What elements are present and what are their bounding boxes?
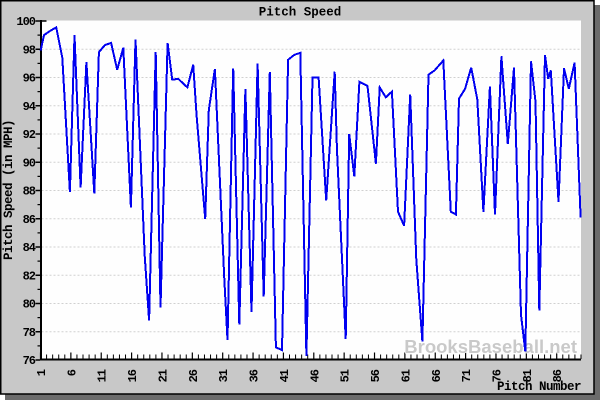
svg-text:51: 51 (339, 369, 353, 382)
svg-text:Pitch Speed (in MPH): Pitch Speed (in MPH) (2, 120, 16, 260)
svg-text:98: 98 (23, 43, 36, 57)
svg-text:78: 78 (23, 326, 36, 340)
svg-text:71: 71 (460, 369, 474, 382)
svg-text:84: 84 (23, 241, 36, 255)
svg-text:Pitch Speed: Pitch Speed (259, 6, 342, 20)
svg-text:76: 76 (23, 354, 36, 368)
svg-text:94: 94 (23, 100, 36, 114)
svg-text:26: 26 (187, 369, 201, 382)
svg-text:41: 41 (278, 369, 292, 382)
svg-text:BrooksBaseball.net: BrooksBaseball.net (404, 336, 577, 357)
svg-text:86: 86 (23, 213, 36, 227)
svg-text:81: 81 (521, 369, 535, 382)
svg-text:92: 92 (23, 128, 36, 142)
svg-text:31: 31 (217, 369, 231, 382)
svg-text:88: 88 (23, 185, 36, 199)
svg-text:90: 90 (23, 156, 36, 170)
svg-text:56: 56 (369, 369, 383, 382)
svg-text:86: 86 (551, 369, 565, 382)
svg-text:80: 80 (23, 298, 36, 312)
svg-text:61: 61 (399, 369, 413, 382)
svg-text:66: 66 (430, 369, 444, 382)
svg-text:100: 100 (16, 15, 35, 29)
svg-text:82: 82 (23, 269, 36, 283)
svg-text:6: 6 (65, 369, 79, 376)
svg-text:96: 96 (23, 72, 36, 86)
svg-text:46: 46 (308, 369, 322, 382)
svg-text:16: 16 (126, 369, 140, 382)
svg-text:11: 11 (96, 369, 110, 382)
svg-text:1: 1 (35, 369, 49, 376)
svg-text:36: 36 (248, 369, 262, 382)
svg-text:76: 76 (490, 369, 504, 382)
svg-text:21: 21 (156, 369, 170, 382)
svg-text:Pitch Number: Pitch Number (497, 380, 581, 394)
